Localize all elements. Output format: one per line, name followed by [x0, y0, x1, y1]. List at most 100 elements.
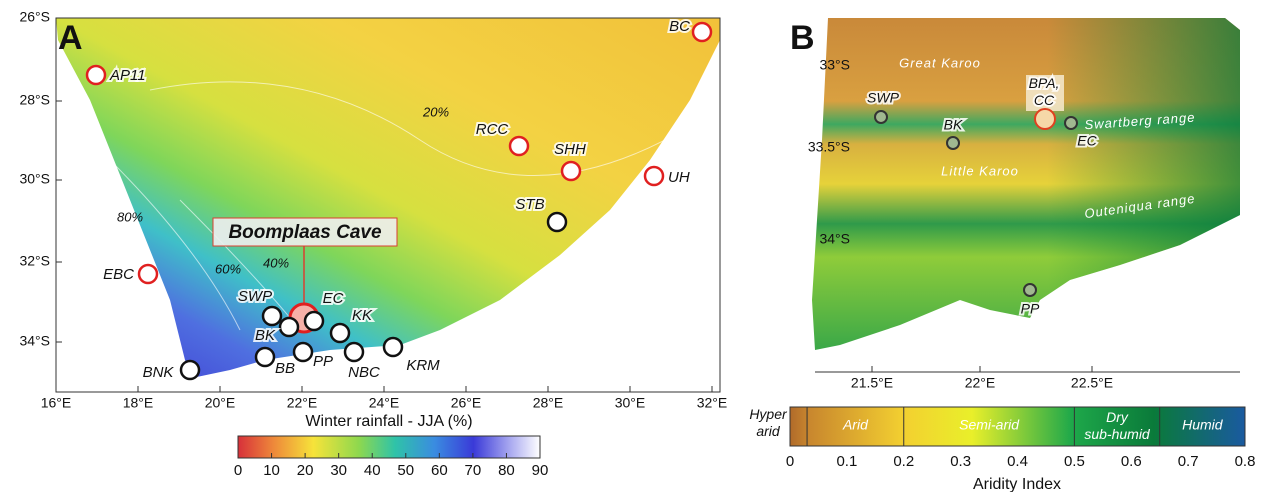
class-label: Arid: [842, 417, 869, 433]
lon-label: 30°E: [615, 395, 646, 411]
site-marker: [643, 165, 665, 187]
isoline-label: 20%: [422, 104, 449, 119]
colorbar-title: Winter rainfall - JJA (%): [305, 413, 472, 430]
site-label: BC: [669, 18, 690, 35]
site-label: STB: [515, 196, 544, 213]
site-marker: [303, 310, 325, 332]
lat-label: 28°S: [19, 92, 50, 108]
site-label-line: BPA,: [1029, 75, 1060, 91]
site-marker: [292, 341, 314, 363]
label-box: [1026, 75, 1064, 111]
site-marker: [546, 211, 568, 233]
region-label: Great Karoo: [899, 55, 981, 70]
site-label: EC: [1077, 133, 1097, 149]
site-marker: [85, 64, 107, 86]
callout: Boomplaas Cave: [228, 222, 382, 243]
site-label: BB: [275, 360, 295, 377]
site-label: BNK: [143, 364, 175, 381]
lat-label: 34°S: [819, 231, 850, 247]
site-label: BK: [255, 327, 276, 344]
site-marker: [874, 110, 888, 124]
isoline-label: 60%: [215, 261, 241, 276]
colorbar-tick-label: 0.8: [1235, 453, 1256, 470]
land: [56, 18, 720, 378]
site-marker: [1064, 116, 1078, 130]
isoline: [149, 81, 701, 177]
colorbar-tick-label: 0: [234, 462, 242, 479]
lon-label: 26°E: [451, 395, 482, 411]
site-marker: [278, 316, 300, 338]
class-label: Humid: [1182, 417, 1224, 433]
site-label: KK: [352, 307, 373, 324]
colorbar-tick-label: 0.1: [836, 453, 857, 470]
colorbar-tick-label: 20: [297, 462, 314, 479]
site-marker: [254, 346, 276, 368]
lon-label: 18°E: [123, 395, 154, 411]
lon-label: 28°E: [533, 395, 564, 411]
lat-label: 30°S: [19, 171, 50, 187]
class-label-line: Hyper: [749, 406, 788, 422]
colorbar-tick-label: 70: [465, 462, 482, 479]
site-label: BPA, CC: [1029, 75, 1060, 108]
site-label: EBC: [103, 266, 134, 283]
class-label: Hyper arid: [749, 406, 788, 439]
colorbar-tick-label: 50: [397, 462, 414, 479]
colorbar-tick-label: 30: [330, 462, 347, 479]
site-marker: [691, 21, 713, 43]
lon-label: 22°E: [287, 395, 318, 411]
terrain-shade: [812, 18, 1240, 350]
colorbar-tick-label: 0: [786, 453, 794, 470]
site-marker: [343, 341, 365, 363]
colorbar-tick-label: 60: [431, 462, 448, 479]
site-label: SHH: [554, 141, 586, 158]
region-label: Little Karoo: [941, 163, 1019, 178]
colorbar-tick-label: 0.6: [1121, 453, 1142, 470]
lon-label: 22.5°E: [1071, 375, 1113, 391]
lat-label: 33.5°S: [808, 139, 850, 155]
site-marker: [179, 359, 201, 381]
site-label: UH: [668, 169, 690, 186]
colorbar-tick-label: 0.2: [893, 453, 914, 470]
site-marker: [1034, 108, 1056, 130]
colorbar-tick-label: 90: [532, 462, 549, 479]
site-label: SWP: [238, 288, 272, 305]
site-marker: [1023, 283, 1037, 297]
site-label: EC: [323, 290, 344, 307]
lon-label: 20°E: [205, 395, 236, 411]
site-label: BK: [944, 117, 963, 133]
site-label: KRM: [406, 357, 440, 374]
colorbar-tick-label: 40: [364, 462, 381, 479]
lat-label: 33°S: [819, 57, 850, 73]
colorbar-tick-label: 80: [498, 462, 515, 479]
panel-letter: A: [58, 19, 83, 57]
lon-label: 21.5°E: [851, 375, 893, 391]
lon-label: 22°E: [965, 375, 996, 391]
class-label: Semi-arid: [959, 417, 1020, 433]
site-label: RCC: [476, 121, 509, 138]
panel-letter: B: [790, 19, 815, 57]
lat-label: 34°S: [19, 333, 50, 349]
lat-label: 26°S: [19, 9, 50, 25]
site-label: PP: [313, 353, 333, 370]
lon-label: 16°E: [41, 395, 72, 411]
callout-box: [212, 217, 398, 247]
map-frame: [55, 17, 721, 393]
lat-label: 32°S: [19, 253, 50, 269]
colorbar-tick-label: 0.7: [1178, 453, 1199, 470]
site-label: AP11: [109, 67, 146, 84]
site-marker: [382, 336, 404, 358]
lon-label: 24°E: [369, 395, 400, 411]
lon-label: 32°E: [697, 395, 728, 411]
colorbar-title: Aridity Index: [973, 476, 1061, 492]
site-marker: [261, 305, 283, 327]
colorbar-tick-label: 0.4: [1007, 453, 1028, 470]
colorbar-tick-label: 0.5: [1064, 453, 1085, 470]
colorbar: [789, 406, 1246, 447]
class-label-line: arid: [756, 423, 781, 439]
site-label: SWP: [867, 90, 900, 106]
isoline-label: 80%: [117, 209, 143, 224]
class-label-line: Dry: [1106, 409, 1129, 425]
site-marker: [508, 135, 530, 157]
site-label-line: CC: [1034, 92, 1055, 108]
